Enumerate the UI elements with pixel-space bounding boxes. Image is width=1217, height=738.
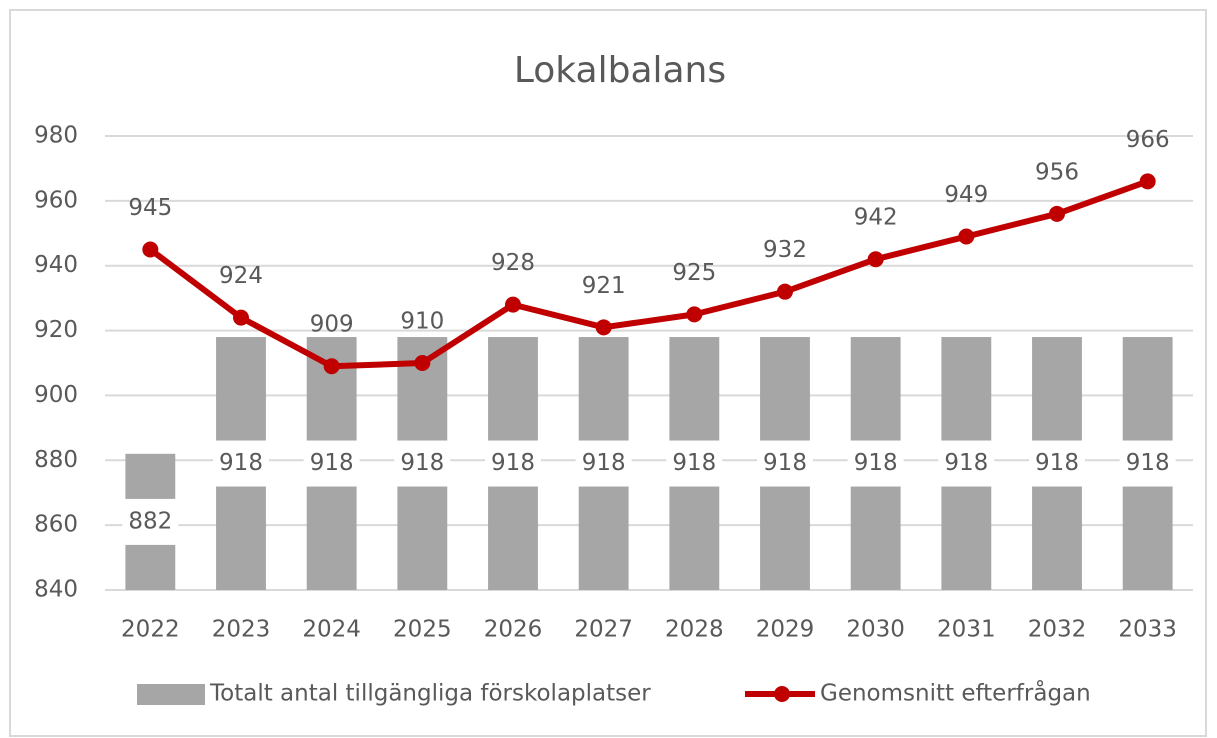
legend-swatch bbox=[137, 684, 205, 705]
data-label: 928 bbox=[491, 250, 535, 276]
data-label: 921 bbox=[582, 273, 626, 299]
x-tick-label: 2031 bbox=[937, 617, 996, 643]
x-tick-label: 2030 bbox=[846, 617, 905, 643]
y-tick-label: 960 bbox=[34, 187, 78, 213]
y-tick-label: 880 bbox=[34, 447, 78, 473]
y-tick-label: 900 bbox=[34, 382, 78, 408]
data-label: 918 bbox=[582, 450, 626, 476]
data-label: 925 bbox=[672, 260, 716, 286]
legend-label: Genomsnitt efterfrågan bbox=[820, 679, 1091, 707]
data-label: 966 bbox=[1126, 127, 1170, 153]
y-tick-label: 940 bbox=[34, 252, 78, 278]
data-label: 932 bbox=[763, 237, 807, 263]
line bbox=[148, 178, 1149, 370]
label-background bbox=[213, 440, 269, 487]
data-label: 918 bbox=[854, 450, 898, 476]
chart-title: Lokalbalans bbox=[514, 50, 726, 91]
y-tick-label: 840 bbox=[34, 577, 78, 603]
line-marker bbox=[323, 358, 340, 375]
line-marker bbox=[142, 241, 159, 258]
x-tick-label: 2022 bbox=[121, 617, 180, 643]
x-tick-label: 2028 bbox=[665, 617, 724, 643]
data-label: 942 bbox=[854, 205, 898, 231]
y-tick-label: 920 bbox=[34, 317, 78, 343]
label-background bbox=[757, 440, 813, 487]
data-label: 918 bbox=[944, 450, 988, 476]
label-background bbox=[394, 440, 451, 487]
data-label: 882 bbox=[128, 508, 172, 534]
data-label: 918 bbox=[219, 450, 263, 476]
line-marker bbox=[958, 228, 975, 245]
data-label: 909 bbox=[310, 312, 354, 338]
legend-label: Totalt antal tillgängliga förskolaplatse… bbox=[209, 681, 651, 707]
line-marker bbox=[686, 306, 703, 323]
label-background bbox=[666, 440, 723, 487]
label-background bbox=[575, 440, 632, 487]
line-marker bbox=[505, 296, 521, 313]
line-marker bbox=[414, 355, 431, 371]
data-label: 956 bbox=[1035, 159, 1079, 185]
line-marker bbox=[1049, 205, 1065, 222]
label-background bbox=[1119, 440, 1176, 487]
data-label: 918 bbox=[763, 450, 807, 476]
data-label: 918 bbox=[400, 450, 444, 476]
data-label: 918 bbox=[491, 450, 535, 476]
label-background bbox=[303, 440, 360, 487]
line-marker bbox=[233, 309, 249, 326]
x-tick-label: 2024 bbox=[302, 617, 361, 643]
data-label: 918 bbox=[310, 450, 354, 476]
label-background bbox=[1029, 440, 1085, 487]
label-background bbox=[938, 440, 995, 487]
x-tick-label: 2027 bbox=[574, 617, 633, 643]
line-marker bbox=[867, 251, 884, 268]
legend-swatch bbox=[774, 686, 790, 702]
line-marker bbox=[595, 319, 612, 336]
data-label: 910 bbox=[400, 309, 444, 335]
label-background bbox=[847, 440, 904, 487]
x-tick-label: 2026 bbox=[484, 617, 543, 643]
y-tick-label: 980 bbox=[34, 123, 78, 149]
x-tick-label: 2023 bbox=[212, 617, 271, 643]
data-label: 945 bbox=[128, 195, 172, 221]
data-label: 918 bbox=[1126, 450, 1170, 476]
label-background bbox=[122, 498, 179, 545]
line-marker bbox=[1139, 173, 1156, 190]
data-label: 924 bbox=[219, 263, 263, 289]
y-tick-label: 860 bbox=[34, 512, 78, 538]
x-tick-label: 2032 bbox=[1028, 617, 1087, 643]
x-tick-label: 2033 bbox=[1118, 617, 1177, 643]
x-tick-label: 2025 bbox=[393, 617, 452, 643]
line-marker bbox=[777, 283, 793, 300]
x-tick-label: 2029 bbox=[756, 617, 815, 643]
data-label: 918 bbox=[1035, 450, 1079, 476]
data-label: 918 bbox=[672, 450, 716, 476]
label-background bbox=[485, 440, 541, 487]
data-label: 949 bbox=[944, 182, 988, 208]
